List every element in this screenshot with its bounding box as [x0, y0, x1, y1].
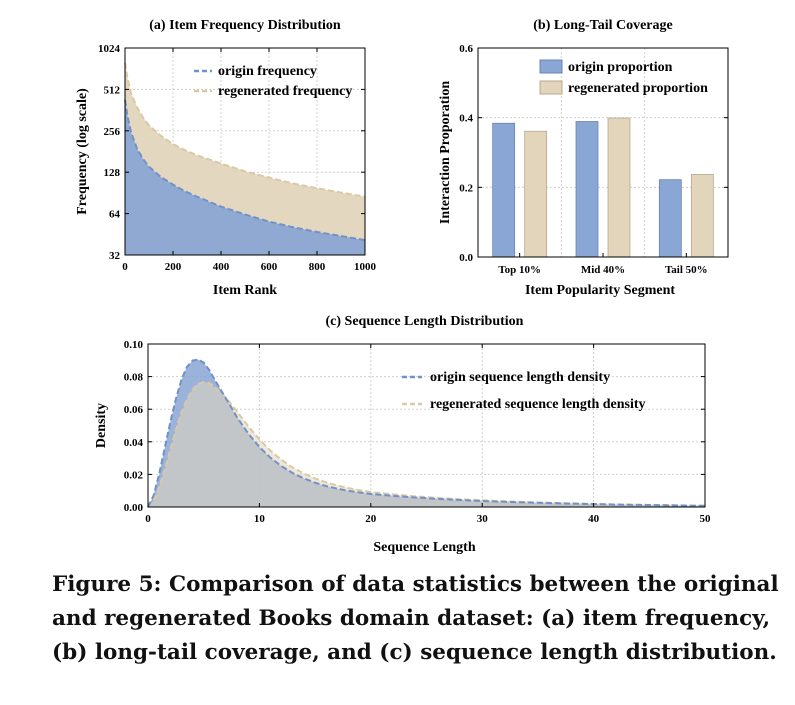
a-origin-line: [124, 99, 366, 242]
b-bar-origin-0: [492, 122, 516, 258]
a-ytick-label: 256: [104, 126, 121, 138]
b-xtick-label: Mid 40%: [581, 264, 625, 276]
b-frame: [477, 47, 729, 258]
b-legend-regen-swatch: [539, 80, 563, 95]
c-legend-origin-label: origin sequence length density: [430, 370, 610, 385]
a-ytick-label: 128: [104, 167, 121, 179]
c-xtick-label: 0: [145, 513, 151, 525]
a-ytick-label: 32: [109, 250, 121, 262]
c-ytick-label: 0.10: [124, 339, 144, 351]
a-legend-regen-label: regenerated frequency: [218, 84, 352, 99]
b-bar-regen-1: [607, 117, 631, 258]
c-ytick-label: 0.00: [124, 502, 144, 514]
a-ytick-label: 1024: [98, 43, 121, 55]
b-ytick-label: 0.6: [459, 43, 473, 55]
b-ytick-label: 0.2: [459, 182, 473, 194]
b-legend-origin-swatch: [539, 59, 563, 74]
a-xtick-label: 1000: [354, 261, 377, 273]
b-xtick-label: Top 10%: [498, 264, 541, 276]
a-ylabel: Frequency (log scale): [75, 88, 90, 215]
a-frame: [124, 47, 366, 256]
a-origin-area: [125, 99, 365, 255]
c-ytick-label: 0.06: [124, 404, 144, 416]
b-ytick-label: 0.4: [459, 113, 473, 125]
c-xlabel: Sequence Length: [373, 540, 476, 555]
c-regenerated-area: [148, 382, 705, 507]
a-xlabel: Item Rank: [213, 283, 277, 298]
c-legend-regen-label: regenerated sequence length density: [430, 397, 646, 412]
b-xtick-label: Tail 50%: [665, 264, 708, 276]
c-xtick-label: 20: [365, 513, 377, 525]
b-legend-origin-label: origin proportion: [568, 60, 673, 75]
a-legend-origin-label: origin frequency: [218, 64, 317, 79]
a-title: (a) Item Frequency Distribution: [149, 18, 341, 33]
b-bar-origin-1: [575, 121, 599, 258]
b-bar-origin-2: [658, 179, 682, 258]
c-xtick-label: 50: [700, 513, 712, 525]
c-ytick-label: 0.02: [124, 469, 144, 481]
c-ytick-label: 0.08: [124, 372, 144, 384]
c-ylabel: Density: [94, 403, 109, 448]
c-xtick-label: 10: [254, 513, 266, 525]
a-regenerated-line: [124, 62, 366, 198]
c-origin-line: [147, 358, 706, 508]
b-xlabel: Item Popularity Segment: [525, 283, 675, 298]
a-xtick-label: 400: [213, 261, 230, 273]
c-title: (c) Sequence Length Distribution: [326, 314, 524, 329]
b-legend-regen-label: regenerated proportion: [568, 81, 708, 96]
a-ytick-label: 64: [109, 209, 121, 221]
c-xtick-label: 30: [477, 513, 489, 525]
figure-caption: Figure 5: Comparison of data statistics …: [52, 572, 779, 665]
c-frame: [147, 343, 706, 508]
b-ylabel: Interaction Proporation: [438, 81, 453, 224]
a-ytick-label: 512: [104, 84, 121, 96]
c-ytick-label: 0.04: [124, 437, 144, 449]
b-ytick-label: 0.0: [459, 252, 473, 264]
c-regenerated-line: [147, 381, 706, 508]
b-title: (b) Long-Tail Coverage: [533, 18, 672, 33]
a-xtick-label: 0: [122, 261, 128, 273]
b-bar-regen-0: [524, 130, 548, 258]
a-xtick-label: 200: [165, 261, 182, 273]
c-xtick-label: 40: [588, 513, 600, 525]
b-bar-regen-2: [690, 174, 714, 258]
a-xtick-label: 600: [261, 261, 278, 273]
a-xtick-label: 800: [309, 261, 326, 273]
